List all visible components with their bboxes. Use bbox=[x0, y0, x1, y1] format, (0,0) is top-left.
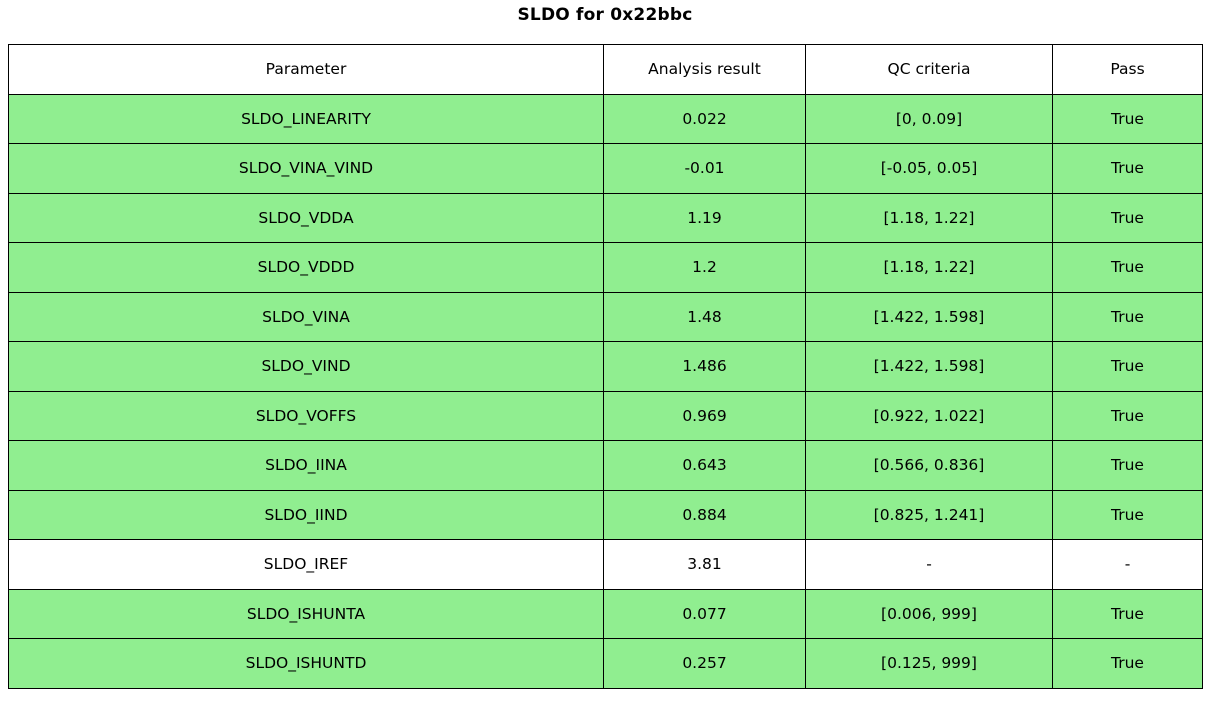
qc-criteria-cell: [0.825, 1.241] bbox=[805, 489, 1053, 540]
table-row: SLDO_VINA 1.48 [1.422, 1.598] True bbox=[8, 291, 1203, 342]
pass-cell: True bbox=[1052, 638, 1203, 689]
qc-criteria-cell: [1.422, 1.598] bbox=[805, 291, 1053, 342]
analysis-result-cell: 1.19 bbox=[603, 192, 806, 243]
qc-criteria-cell: [1.18, 1.22] bbox=[805, 192, 1053, 243]
col-header-analysis-result: Analysis result bbox=[603, 44, 806, 95]
qc-table: Parameter Analysis result QC criteria Pa… bbox=[8, 44, 1203, 689]
analysis-result-cell: 0.969 bbox=[603, 390, 806, 441]
qc-criteria-cell: [0.922, 1.022] bbox=[805, 390, 1053, 441]
pass-cell: True bbox=[1052, 489, 1203, 540]
table-row: SLDO_VINA_VIND -0.01 [-0.05, 0.05] True bbox=[8, 143, 1203, 194]
pass-cell: - bbox=[1052, 539, 1203, 590]
parameter-cell: SLDO_VIND bbox=[8, 341, 604, 392]
parameter-cell: SLDO_VINA bbox=[8, 291, 604, 342]
qc-criteria-cell: [0, 0.09] bbox=[805, 93, 1053, 144]
table-row: SLDO_ISHUNTA 0.077 [0.006, 999] True bbox=[8, 588, 1203, 639]
pass-cell: True bbox=[1052, 242, 1203, 293]
parameter-cell: SLDO_IIND bbox=[8, 489, 604, 540]
analysis-result-cell: -0.01 bbox=[603, 143, 806, 194]
page-title: SLDO for 0x22bbc bbox=[517, 5, 693, 25]
table-row: SLDO_VIND 1.486 [1.422, 1.598] True bbox=[8, 341, 1203, 392]
analysis-result-cell: 0.257 bbox=[603, 638, 806, 689]
pass-cell: True bbox=[1052, 440, 1203, 491]
parameter-cell: SLDO_IREF bbox=[8, 539, 604, 590]
parameter-cell: SLDO_IINA bbox=[8, 440, 604, 491]
analysis-result-cell: 3.81 bbox=[603, 539, 806, 590]
analysis-result-cell: 0.643 bbox=[603, 440, 806, 491]
pass-cell: True bbox=[1052, 291, 1203, 342]
table-row: SLDO_ISHUNTD 0.257 [0.125, 999] True bbox=[8, 638, 1203, 689]
qc-criteria-cell: [0.125, 999] bbox=[805, 638, 1053, 689]
analysis-result-cell: 1.48 bbox=[603, 291, 806, 342]
analysis-result-cell: 0.077 bbox=[603, 588, 806, 639]
pass-cell: True bbox=[1052, 143, 1203, 194]
pass-cell: True bbox=[1052, 588, 1203, 639]
table-row: SLDO_VOFFS 0.969 [0.922, 1.022] True bbox=[8, 390, 1203, 441]
parameter-cell: SLDO_LINEARITY bbox=[8, 93, 604, 144]
qc-criteria-cell: [-0.05, 0.05] bbox=[805, 143, 1053, 194]
parameter-cell: SLDO_VOFFS bbox=[8, 390, 604, 441]
col-header-parameter: Parameter bbox=[8, 44, 604, 95]
pass-cell: True bbox=[1052, 341, 1203, 392]
col-header-pass: Pass bbox=[1052, 44, 1203, 95]
analysis-result-cell: 1.486 bbox=[603, 341, 806, 392]
parameter-cell: SLDO_ISHUNTA bbox=[8, 588, 604, 639]
qc-criteria-cell: [0.566, 0.836] bbox=[805, 440, 1053, 491]
pass-cell: True bbox=[1052, 93, 1203, 144]
parameter-cell: SLDO_VINA_VIND bbox=[8, 143, 604, 194]
pass-cell: True bbox=[1052, 192, 1203, 243]
header-row: Parameter Analysis result QC criteria Pa… bbox=[8, 44, 1203, 95]
parameter-cell: SLDO_VDDD bbox=[8, 242, 604, 293]
analysis-result-cell: 0.022 bbox=[603, 93, 806, 144]
qc-table-body: SLDO_LINEARITY 0.022 [0, 0.09] True SLDO_VIN… bbox=[8, 93, 1203, 689]
table-row: SLDO_VDDA 1.19 [1.18, 1.22] True bbox=[8, 192, 1203, 243]
parameter-cell: SLDO_ISHUNTD bbox=[8, 638, 604, 689]
analysis-result-cell: 1.2 bbox=[603, 242, 806, 293]
qc-criteria-cell: [0.006, 999] bbox=[805, 588, 1053, 639]
table-row: SLDO_IREF 3.81- - bbox=[8, 539, 1203, 590]
table-row: SLDO_IINA 0.643 [0.566, 0.836] True bbox=[8, 440, 1203, 491]
table-row: SLDO_LINEARITY 0.022 [0, 0.09] True bbox=[8, 93, 1203, 144]
table-row: SLDO_VDDD 1.2 [1.18, 1.22] True bbox=[8, 242, 1203, 293]
qc-criteria-cell: [1.18, 1.22] bbox=[805, 242, 1053, 293]
qc-criteria-cell: - bbox=[805, 539, 1053, 590]
qc-criteria-cell: [1.422, 1.598] bbox=[805, 341, 1053, 392]
col-header-qc-criteria: QC criteria bbox=[805, 44, 1053, 95]
pass-cell: True bbox=[1052, 390, 1203, 441]
table-row: SLDO_IIND 0.884 [0.825, 1.241] True bbox=[8, 489, 1203, 540]
parameter-cell: SLDO_VDDA bbox=[8, 192, 604, 243]
analysis-result-cell: 0.884 bbox=[603, 489, 806, 540]
